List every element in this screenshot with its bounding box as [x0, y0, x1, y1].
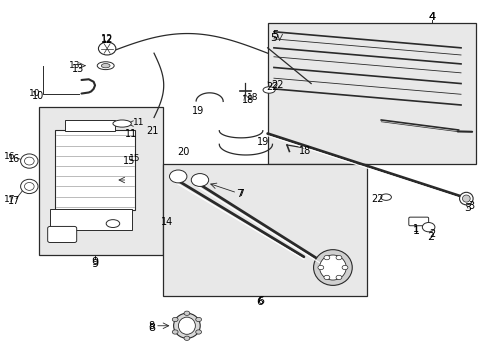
- FancyBboxPatch shape: [48, 226, 77, 243]
- Text: 17: 17: [8, 197, 20, 206]
- Text: 22: 22: [370, 194, 383, 204]
- Circle shape: [172, 330, 178, 334]
- Text: 3: 3: [463, 203, 470, 213]
- Text: 5: 5: [270, 33, 277, 43]
- FancyBboxPatch shape: [408, 217, 428, 226]
- Text: 18: 18: [298, 147, 310, 157]
- Text: 13: 13: [71, 64, 83, 74]
- Ellipse shape: [106, 220, 120, 228]
- Bar: [267, 23, 474, 164]
- Text: 9: 9: [91, 258, 99, 269]
- Circle shape: [191, 174, 208, 186]
- Ellipse shape: [380, 194, 390, 201]
- Text: 22: 22: [271, 80, 284, 90]
- Circle shape: [172, 318, 178, 321]
- Text: 12: 12: [101, 34, 113, 44]
- Ellipse shape: [459, 192, 472, 205]
- Text: 8: 8: [148, 323, 155, 333]
- Text: 4: 4: [427, 13, 435, 22]
- Ellipse shape: [313, 249, 351, 285]
- Ellipse shape: [113, 120, 131, 127]
- Text: 17: 17: [4, 195, 15, 204]
- Text: 4: 4: [427, 13, 435, 22]
- Text: 12: 12: [101, 35, 113, 45]
- Text: 11: 11: [133, 118, 144, 127]
- Circle shape: [98, 42, 116, 55]
- Text: 7: 7: [238, 189, 244, 198]
- Circle shape: [183, 311, 189, 315]
- Circle shape: [422, 222, 434, 232]
- Text: 18: 18: [242, 95, 254, 105]
- Bar: [50, 208, 132, 230]
- Text: 6: 6: [255, 297, 263, 307]
- Text: 8: 8: [147, 321, 154, 331]
- Circle shape: [169, 170, 186, 183]
- Text: 19: 19: [256, 138, 268, 148]
- Text: 6: 6: [256, 296, 264, 306]
- Bar: [64, 120, 115, 131]
- Ellipse shape: [20, 179, 38, 194]
- Ellipse shape: [178, 317, 195, 334]
- Text: 20: 20: [177, 147, 189, 157]
- Text: 5: 5: [271, 30, 278, 40]
- Text: 9: 9: [91, 257, 99, 267]
- Circle shape: [183, 336, 189, 341]
- Text: 1: 1: [412, 226, 419, 236]
- Text: 2: 2: [428, 229, 434, 239]
- Text: 3: 3: [468, 201, 473, 211]
- Circle shape: [342, 265, 347, 270]
- Ellipse shape: [20, 154, 38, 168]
- Circle shape: [335, 275, 341, 280]
- Bar: [163, 164, 366, 296]
- Ellipse shape: [97, 62, 114, 69]
- Text: 18: 18: [246, 93, 258, 102]
- Text: 10: 10: [32, 91, 44, 101]
- Text: 11: 11: [124, 129, 137, 139]
- Bar: [55, 130, 134, 210]
- Text: 13: 13: [69, 61, 81, 70]
- Circle shape: [324, 256, 329, 260]
- Text: 1: 1: [412, 224, 418, 234]
- Ellipse shape: [101, 64, 110, 68]
- Ellipse shape: [263, 87, 275, 93]
- Text: 10: 10: [29, 89, 41, 98]
- Circle shape: [195, 330, 201, 334]
- Ellipse shape: [462, 195, 469, 202]
- Text: 2: 2: [427, 232, 434, 242]
- Ellipse shape: [173, 313, 200, 338]
- Circle shape: [317, 265, 323, 270]
- Circle shape: [195, 318, 201, 321]
- Ellipse shape: [319, 255, 346, 280]
- Text: 14: 14: [160, 217, 172, 227]
- Circle shape: [324, 275, 329, 280]
- Ellipse shape: [24, 157, 34, 165]
- Text: 15: 15: [129, 154, 140, 163]
- Text: 16: 16: [8, 154, 20, 164]
- Text: 15: 15: [122, 157, 135, 166]
- Circle shape: [335, 256, 341, 260]
- Bar: [40, 107, 163, 255]
- Text: 22: 22: [265, 82, 278, 92]
- Ellipse shape: [24, 183, 34, 190]
- Text: 7: 7: [236, 189, 243, 199]
- Text: 21: 21: [146, 126, 159, 136]
- Text: 19: 19: [192, 107, 204, 116]
- Text: 16: 16: [4, 152, 15, 161]
